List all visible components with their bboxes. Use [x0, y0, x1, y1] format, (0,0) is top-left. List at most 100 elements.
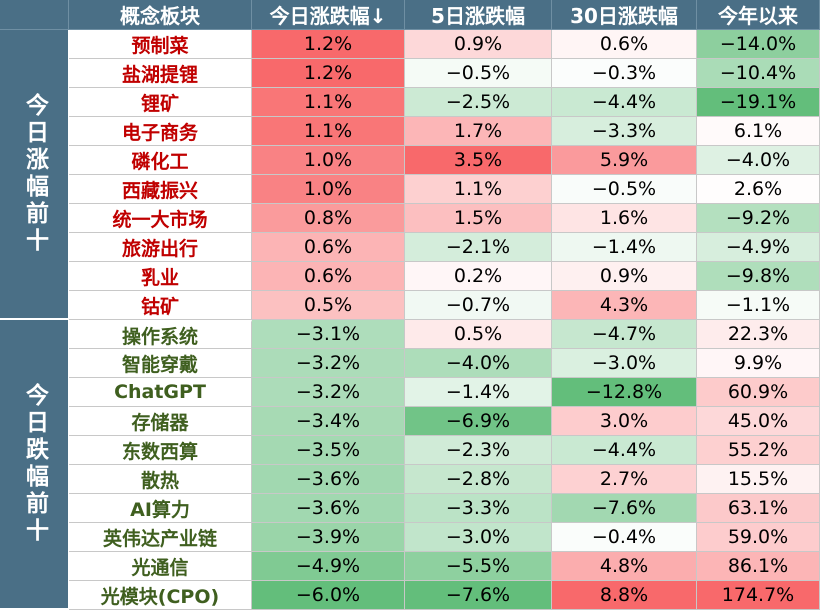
thirty-day-change-cell: 1.6%: [552, 204, 697, 233]
sector-name: 预制菜: [69, 30, 252, 59]
today-change-cell: −3.4%: [252, 407, 405, 436]
ytd-change-cell: 9.9%: [697, 349, 820, 378]
sector-name: 光通信: [69, 552, 252, 581]
thirty-day-change-cell: 5.9%: [552, 146, 697, 175]
five-day-change-cell: 0.9%: [405, 30, 552, 59]
thirty-day-change-cell: −0.3%: [552, 59, 697, 88]
ytd-change-cell: 6.1%: [697, 117, 820, 146]
today-change-cell: 1.0%: [252, 175, 405, 204]
ytd-change-cell: −4.0%: [697, 146, 820, 175]
ytd-change-cell: 63.1%: [697, 494, 820, 523]
group-label-text: 今日涨幅前十: [21, 93, 48, 255]
five-day-change-cell: −5.5%: [405, 552, 552, 581]
sector-name: 智能穿戴: [69, 349, 252, 378]
thirty-day-change-cell: −1.4%: [552, 233, 697, 262]
five-day-change-cell: 0.2%: [405, 262, 552, 291]
thirty-day-change-cell: 0.9%: [552, 262, 697, 291]
thirty-day-change-cell: −12.8%: [552, 378, 697, 407]
ytd-change-cell: 174.7%: [697, 581, 820, 610]
header-30day-change: 30日涨跌幅: [552, 0, 697, 30]
today-change-cell: 1.2%: [252, 30, 405, 59]
ytd-change-cell: 15.5%: [697, 465, 820, 494]
five-day-change-cell: −2.1%: [405, 233, 552, 262]
ytd-change-cell: 22.3%: [697, 320, 820, 349]
today-change-cell: 1.1%: [252, 88, 405, 117]
five-day-change-cell: −2.5%: [405, 88, 552, 117]
ytd-change-cell: 2.6%: [697, 175, 820, 204]
thirty-day-change-cell: −4.4%: [552, 436, 697, 465]
five-day-change-cell: −2.3%: [405, 436, 552, 465]
ytd-change-cell: −9.8%: [697, 262, 820, 291]
today-change-cell: 0.5%: [252, 291, 405, 320]
sector-name: 散热: [69, 465, 252, 494]
thirty-day-change-cell: −0.4%: [552, 523, 697, 552]
sector-name: 光模块(CPO): [69, 581, 252, 610]
thirty-day-change-cell: −4.4%: [552, 88, 697, 117]
sector-name: 乳业: [69, 262, 252, 291]
sector-name: 统一大市场: [69, 204, 252, 233]
sector-name: 电子商务: [69, 117, 252, 146]
sector-name: ChatGPT: [69, 378, 252, 407]
thirty-day-change-cell: −0.5%: [552, 175, 697, 204]
ytd-change-cell: −14.0%: [697, 30, 820, 59]
ytd-change-cell: 59.0%: [697, 523, 820, 552]
ytd-change-cell: −1.1%: [697, 291, 820, 320]
header-corner: [0, 0, 69, 30]
header-sector-name: 概念板块: [69, 0, 252, 30]
ytd-change-cell: 60.9%: [697, 378, 820, 407]
five-day-change-cell: −0.5%: [405, 59, 552, 88]
thirty-day-change-cell: 0.6%: [552, 30, 697, 59]
today-change-cell: 0.6%: [252, 233, 405, 262]
sector-name: 东数西算: [69, 436, 252, 465]
five-day-change-cell: 1.5%: [405, 204, 552, 233]
sector-name: 西藏振兴: [69, 175, 252, 204]
today-change-cell: −4.9%: [252, 552, 405, 581]
sector-name: 操作系统: [69, 320, 252, 349]
ytd-change-cell: 86.1%: [697, 552, 820, 581]
today-change-cell: 1.0%: [252, 146, 405, 175]
five-day-change-cell: −3.3%: [405, 494, 552, 523]
today-change-cell: −3.5%: [252, 436, 405, 465]
today-change-cell: −3.6%: [252, 465, 405, 494]
thirty-day-change-cell: 2.7%: [552, 465, 697, 494]
five-day-change-cell: 0.5%: [405, 320, 552, 349]
today-change-cell: −6.0%: [252, 581, 405, 610]
today-change-cell: 1.2%: [252, 59, 405, 88]
ytd-change-cell: −10.4%: [697, 59, 820, 88]
header-5day-change: 5日涨跌幅: [405, 0, 552, 30]
today-change-cell: −3.2%: [252, 378, 405, 407]
sector-name: AI算力: [69, 494, 252, 523]
sector-name: 钴矿: [69, 291, 252, 320]
today-change-cell: −3.9%: [252, 523, 405, 552]
five-day-change-cell: 1.7%: [405, 117, 552, 146]
sector-name: 锂矿: [69, 88, 252, 117]
today-change-cell: −3.2%: [252, 349, 405, 378]
today-change-cell: −3.1%: [252, 320, 405, 349]
five-day-change-cell: −3.0%: [405, 523, 552, 552]
today-change-cell: 0.6%: [252, 262, 405, 291]
sector-name: 盐湖提锂: [69, 59, 252, 88]
ytd-change-cell: −9.2%: [697, 204, 820, 233]
sector-name: 英伟达产业链: [69, 523, 252, 552]
ytd-change-cell: −4.9%: [697, 233, 820, 262]
five-day-change-cell: 3.5%: [405, 146, 552, 175]
five-day-change-cell: −7.6%: [405, 581, 552, 610]
sector-name: 旅游出行: [69, 233, 252, 262]
thirty-day-change-cell: 4.8%: [552, 552, 697, 581]
thirty-day-change-cell: −4.7%: [552, 320, 697, 349]
sector-name: 存储器: [69, 407, 252, 436]
five-day-change-cell: 1.1%: [405, 175, 552, 204]
today-change-cell: −3.6%: [252, 494, 405, 523]
header-ytd-change: 今年以来: [697, 0, 820, 30]
thirty-day-change-cell: 3.0%: [552, 407, 697, 436]
five-day-change-cell: −2.8%: [405, 465, 552, 494]
ytd-change-cell: 55.2%: [697, 436, 820, 465]
group-label-text: 今日跌幅前十: [21, 383, 48, 545]
sector-name: 磷化工: [69, 146, 252, 175]
today-change-cell: 1.1%: [252, 117, 405, 146]
header-today-change[interactable]: 今日涨跌幅↓: [252, 0, 405, 30]
thirty-day-change-cell: −3.3%: [552, 117, 697, 146]
thirty-day-change-cell: −3.0%: [552, 349, 697, 378]
thirty-day-change-cell: 4.3%: [552, 291, 697, 320]
